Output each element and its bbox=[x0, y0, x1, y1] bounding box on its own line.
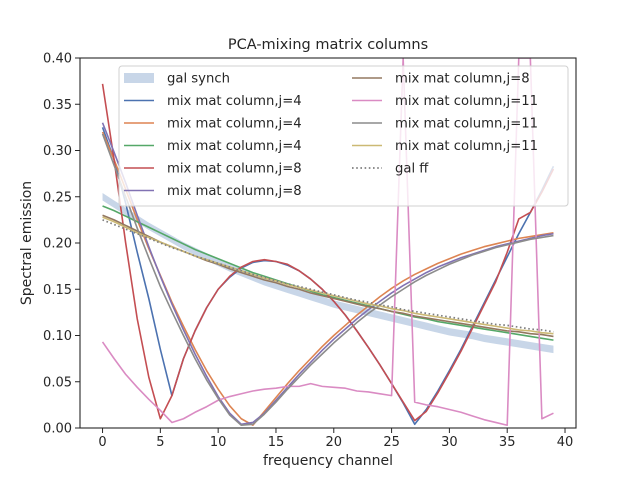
x-tick-label: 35 bbox=[499, 435, 516, 450]
series-7-mix-mat-column-j-8-line bbox=[102, 214, 554, 338]
legend-label: mix mat column,j=8 bbox=[395, 72, 530, 87]
legend-label: mix mat column,j=4 bbox=[167, 94, 302, 109]
legend-label: mix mat column,j=11 bbox=[395, 117, 538, 132]
legend-label: mix mat column,j=11 bbox=[395, 94, 538, 109]
y-tick-label: 0.10 bbox=[43, 329, 72, 344]
legend-handle bbox=[124, 73, 154, 83]
series-11-gal-ff-line bbox=[102, 219, 554, 333]
series-10-mix-mat-column-j-11-line bbox=[102, 216, 554, 335]
legend-label: mix mat column,j=11 bbox=[395, 139, 538, 154]
x-axis: 0 5 10 15 20 25 30 35 40 bbox=[98, 428, 573, 450]
x-tick-label: 0 bbox=[98, 435, 106, 450]
legend-label: gal synch bbox=[167, 72, 230, 87]
x-tick-label: 25 bbox=[383, 435, 400, 450]
x-tick-label: 5 bbox=[156, 435, 164, 450]
y-tick-label: 0.30 bbox=[43, 144, 72, 159]
series-3-mix-mat-column-j-4-line bbox=[101, 131, 554, 427]
y-tick-label: 0.15 bbox=[43, 283, 72, 298]
legend-frame bbox=[118, 65, 569, 207]
series-8-mix-mat-column-j-11-line bbox=[101, 58, 554, 427]
plot-area bbox=[101, 58, 555, 427]
y-tick-label: 0.00 bbox=[43, 422, 72, 437]
x-tick-label: 40 bbox=[557, 435, 574, 450]
series-5-mix-mat-column-j-8-line bbox=[101, 83, 555, 422]
y-axis: 0.00 0.05 0.10 0.15 0.20 0.25 0.30 0.35 0.40 bbox=[43, 52, 80, 437]
x-tick-label: 20 bbox=[326, 435, 343, 450]
chart-title: PCA-mixing matrix columns bbox=[228, 37, 428, 53]
x-tick-label: 10 bbox=[210, 435, 227, 450]
y-tick-label: 0.40 bbox=[43, 52, 72, 67]
y-tick-label: 0.35 bbox=[43, 98, 72, 113]
legend-label: mix mat column,j=4 bbox=[167, 117, 302, 132]
legend-label: mix mat column,j=8 bbox=[167, 162, 302, 177]
series-6-mix-mat-column-j-8-line bbox=[101, 122, 554, 426]
x-axis-label: frequency channel bbox=[263, 453, 393, 469]
y-tick-label: 0.05 bbox=[43, 375, 72, 390]
legend-label: mix mat column,j=4 bbox=[167, 139, 302, 154]
legend-label: gal ff bbox=[395, 162, 429, 177]
y-axis-label: Spectral emission bbox=[19, 181, 35, 305]
legend-label: mix mat column,j=8 bbox=[167, 184, 302, 199]
y-tick-label: 0.25 bbox=[43, 190, 72, 205]
series-4-mix-mat-column-j-4-line bbox=[102, 205, 554, 341]
series-9-mix-mat-column-j-11-line bbox=[101, 133, 554, 427]
legend: gal synch mix mat column,j=4 mix mat colum… bbox=[118, 65, 569, 207]
y-tick-label: 0.20 bbox=[43, 237, 72, 252]
x-tick-label: 15 bbox=[268, 435, 285, 450]
x-tick-label: 30 bbox=[441, 435, 458, 450]
